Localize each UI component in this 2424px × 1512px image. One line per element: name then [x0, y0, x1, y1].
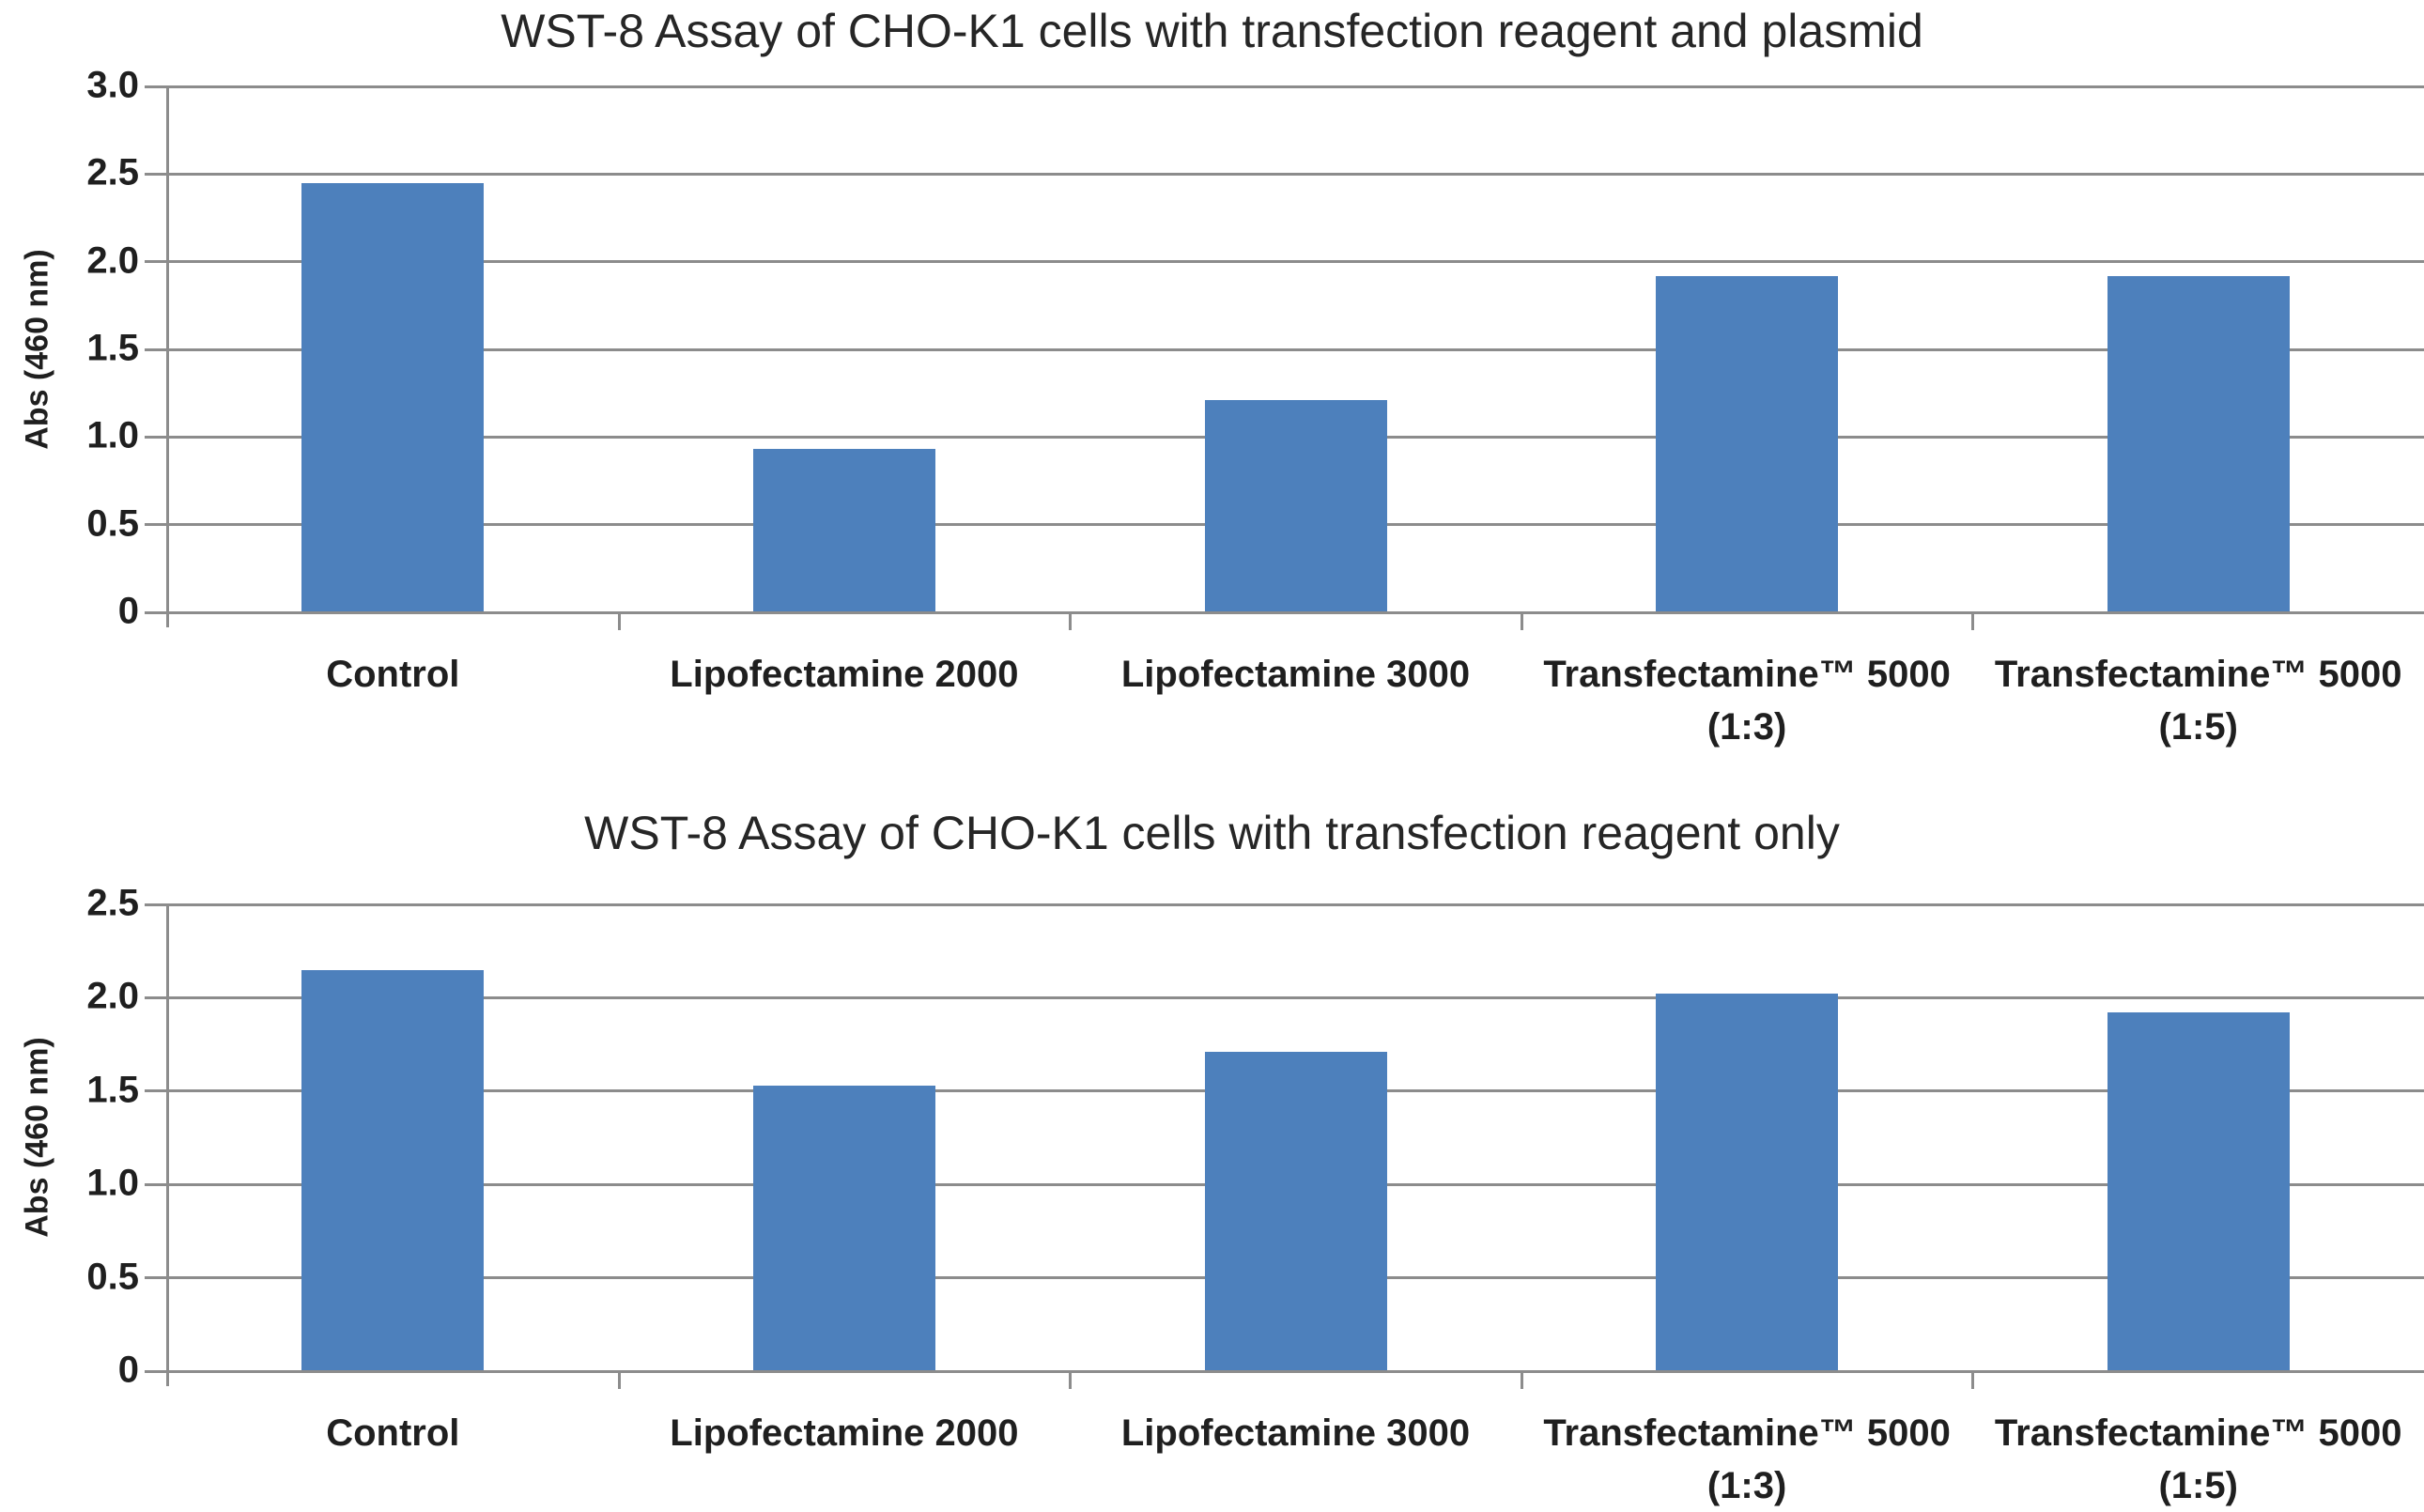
gridline	[167, 347, 2424, 351]
x-category-label-line: Transfectamine™ 5000	[1994, 654, 2402, 695]
bar-control	[301, 182, 485, 612]
gridline	[167, 260, 2424, 264]
y-tick-label: 1.0	[86, 1162, 139, 1204]
y-tick-label: 3.0	[86, 64, 139, 106]
bar-lipofectamine-3000	[1204, 400, 1387, 612]
y-tick-label: 2.5	[86, 882, 139, 924]
x-category-label-line: (1:3)	[1706, 706, 1787, 748]
bar-lipofectamine-2000	[752, 1085, 935, 1371]
bar-control	[301, 969, 485, 1371]
y-tick-label: 0	[117, 590, 139, 632]
x-category-label: Transfectamine™ 5000 (1:3)	[1524, 1407, 1969, 1512]
x-category-label-line: Lipofectamine 3000	[1120, 654, 1471, 695]
x-category-label: Lipofectamine 3000	[1073, 1407, 1519, 1459]
y-tick-label: 0.5	[86, 1256, 139, 1298]
y-tick-label: 2.5	[86, 151, 139, 193]
y-axis-tick	[145, 435, 167, 439]
y-axis-line	[166, 86, 169, 627]
y-axis-tick	[145, 1182, 167, 1186]
gridline	[167, 995, 2424, 999]
y-axis-tick	[145, 172, 167, 176]
chart2-y-axis-label: Abs (460 nm)	[19, 1037, 55, 1238]
x-category-label-line: (1:3)	[1706, 1465, 1787, 1506]
gridline	[167, 903, 2424, 906]
y-axis-tick	[145, 347, 167, 351]
x-axis-line	[167, 1369, 2424, 1373]
y-axis-tick	[145, 903, 167, 906]
x-axis-tick	[1520, 1372, 1523, 1389]
x-category-label-line: Transfectamine™ 5000	[1543, 654, 1951, 695]
gridline	[167, 172, 2424, 176]
x-category-label: Lipofectamine 2000	[622, 648, 1067, 701]
x-category-label-line: Transfectamine™ 5000	[1543, 1412, 1951, 1454]
gridline	[167, 85, 2424, 88]
y-axis-line	[166, 904, 169, 1386]
y-tick-label: 0	[117, 1349, 139, 1391]
x-axis-tick	[1069, 1372, 1073, 1389]
x-category-label-line: Control	[326, 1412, 460, 1454]
x-category-label-line: (1:5)	[2158, 706, 2238, 748]
x-category-label-line: Transfectamine™ 5000	[1994, 1412, 2402, 1454]
y-tick-label: 2.0	[86, 239, 139, 282]
y-tick-label: 0.5	[86, 502, 139, 545]
y-axis-tick	[145, 1089, 167, 1093]
x-category-label: Lipofectamine 3000	[1073, 648, 1519, 701]
x-category-label-line: Control	[326, 654, 460, 695]
x-category-label-line: Lipofectamine 3000	[1120, 1412, 1471, 1454]
x-category-label: Transfectamine™ 5000 (1:3)	[1524, 648, 1969, 753]
x-axis-tick	[617, 613, 621, 630]
x-category-label: Transfectamine™ 5000 (1:5)	[1976, 648, 2421, 753]
chart2-title: WST-8 Assay of CHO-K1 cells with transfe…	[584, 807, 1840, 859]
y-axis-tick	[145, 1369, 167, 1373]
bar-transfectamine-5000-1-3	[1656, 994, 1839, 1371]
y-axis-tick	[145, 260, 167, 264]
bar-lipofectamine-2000	[752, 449, 935, 612]
x-axis-tick	[1971, 1372, 1975, 1389]
y-axis-tick	[145, 1276, 167, 1280]
x-category-label: Control	[170, 1407, 615, 1459]
x-category-label: Lipofectamine 2000	[622, 1407, 1067, 1459]
y-tick-label: 1.5	[86, 327, 139, 369]
x-category-label: Control	[170, 648, 615, 701]
x-category-label-line: Lipofectamine 2000	[670, 1412, 1019, 1454]
x-axis-tick	[1971, 613, 1975, 630]
x-category-label-line: (1:5)	[2158, 1465, 2238, 1506]
y-tick-label: 1.0	[86, 414, 139, 456]
bar-lipofectamine-3000	[1204, 1052, 1387, 1371]
x-category-label-line: Lipofectamine 2000	[670, 654, 1019, 695]
y-axis-tick	[145, 610, 167, 614]
y-tick-label: 1.5	[86, 1069, 139, 1111]
x-axis-line	[167, 610, 2424, 614]
y-axis-tick	[145, 995, 167, 999]
y-tick-label: 2.0	[86, 975, 139, 1017]
x-axis-tick	[617, 1372, 621, 1389]
y-axis-tick	[145, 523, 167, 527]
x-axis-tick	[1520, 613, 1523, 630]
chart1-title: WST-8 Assay of CHO-K1 cells with transfe…	[501, 5, 1923, 57]
x-category-label: Transfectamine™ 5000 (1:5)	[1976, 1407, 2421, 1512]
bar-transfectamine-5000-1-3	[1656, 275, 1839, 612]
bar-transfectamine-5000-1-5	[2107, 1012, 2290, 1371]
bar-transfectamine-5000-1-5	[2107, 275, 2290, 612]
x-axis-tick	[1069, 613, 1073, 630]
y-axis-tick	[145, 85, 167, 88]
